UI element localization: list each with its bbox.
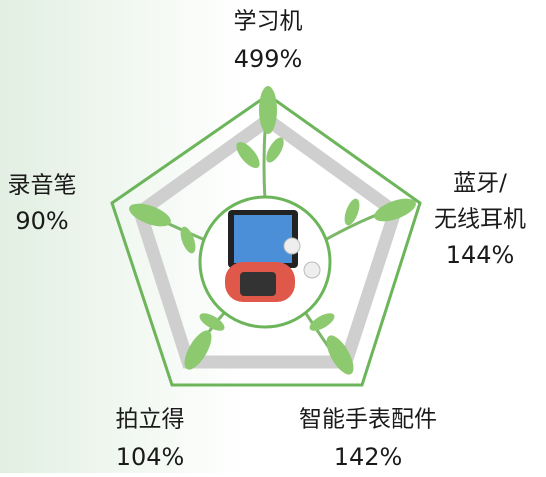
leaves [129,86,416,375]
node-value: 499% [234,45,303,73]
node-value: 142% [334,443,403,471]
node-value: 104% [116,443,185,471]
node-label: 蓝牙/ [453,171,507,197]
node-value: 90% [15,207,68,235]
node-label: 录音笔 [8,173,77,199]
outer-pentagon [110,93,422,387]
device-icons [225,210,321,302]
node-label: 学习机 [234,9,303,35]
node-value: 144% [446,241,515,269]
inner-pentagon [132,111,403,369]
node-label: 拍立得 [116,407,185,433]
labels: 学习机 499% 蓝牙/无线耳机 144% 智能手表配件 142% 拍立得 104% 录音笔 90… [8,9,527,472]
node-label: 无线耳机 [434,207,526,233]
node-label: 智能手表配件 [299,407,437,433]
